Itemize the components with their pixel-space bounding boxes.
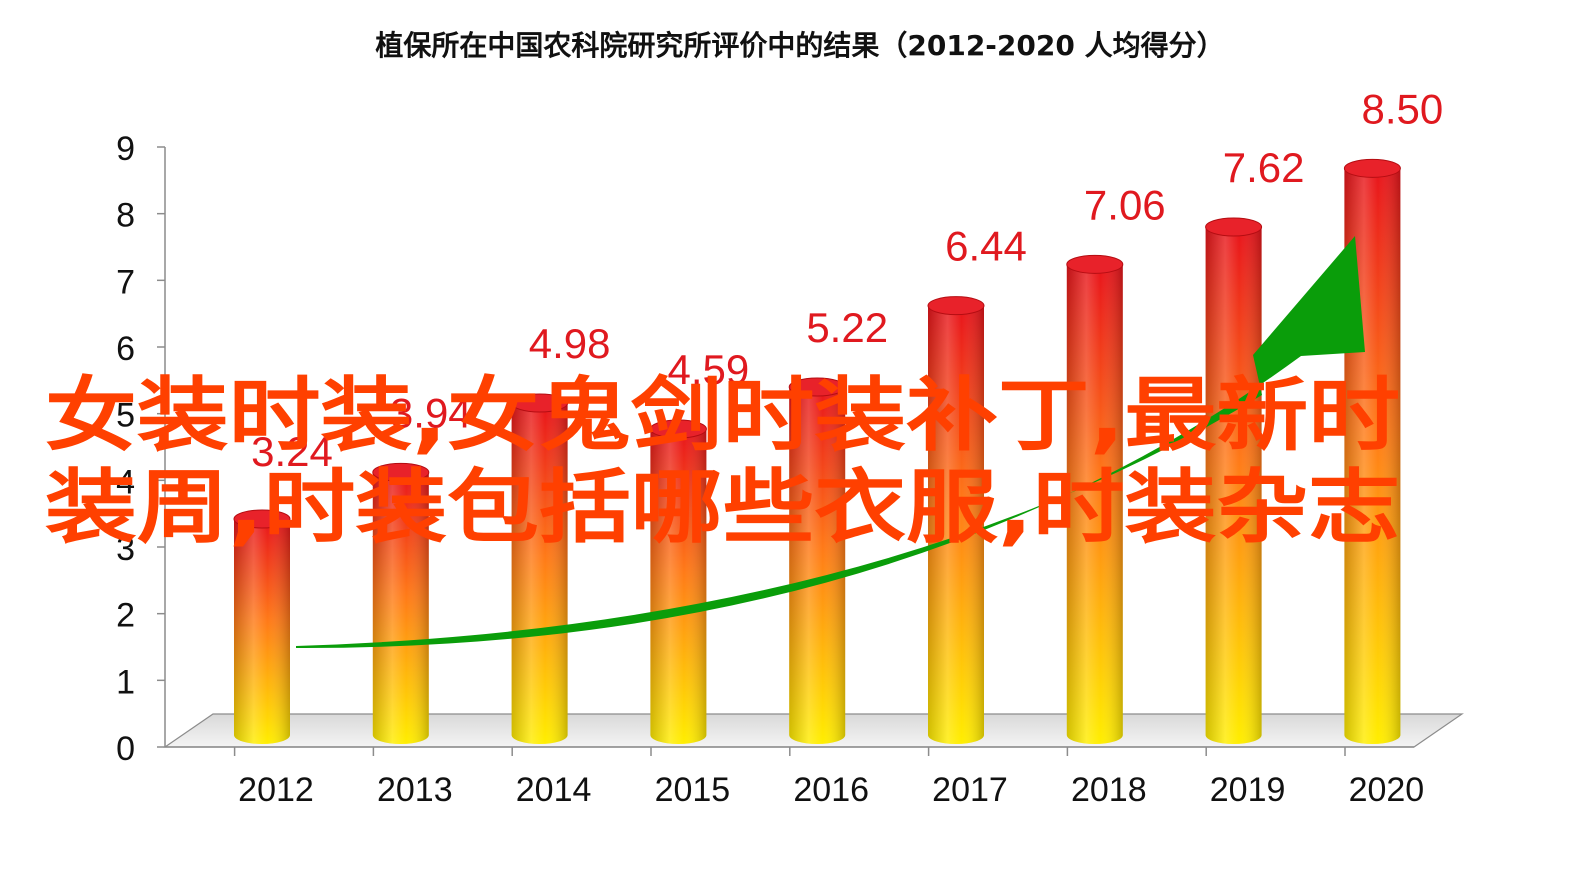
y-tick-label: 9 [116,130,135,168]
chart-title: 植保所在中国农科院研究所评价中的结果（2012-2020 人均得分） [375,29,1224,62]
y-tick-label: 7 [116,263,135,301]
x-tick-labels: 2012 2013 2014 2015 2016 2017 2018 2019 2020 [233,747,1425,809]
x-tick-label: 2012 [238,771,314,809]
bar-shading [511,403,568,744]
data-labels: 3.24 3.94 4.98 4.59 5.22 6.44 7.06 7.62 8.50 [251,85,1443,475]
bar-cap [1205,217,1263,237]
data-label-2014: 4.98 [529,320,611,367]
bar-2013 [372,462,430,744]
x-tick-label: 2014 [516,771,592,809]
y-tick-label: 0 [116,730,135,768]
x-tick-label: 2020 [1349,771,1425,809]
y-tick-label: 3 [116,530,135,568]
bar-2017 [927,296,985,744]
bar-2018 [1066,254,1124,744]
x-tick-label: 2016 [793,771,869,809]
bar-2012 [233,509,291,744]
bar-cap [511,393,569,413]
y-tick-label: 8 [116,197,135,235]
bar-shading [789,387,846,744]
y-tick-labels: 0 1 2 3 4 5 6 7 8 9 [116,130,165,768]
y-tick-label: 4 [116,463,135,501]
bar-2014 [511,393,569,744]
bar-cap [1066,254,1124,274]
data-label-2015: 4.59 [668,346,750,393]
bar-2015 [649,419,707,744]
bar-cap [927,296,985,316]
bar-cap [649,419,707,439]
y-tick-label: 5 [116,397,135,435]
data-label-2012: 3.24 [251,428,333,475]
data-label-2019: 7.62 [1223,144,1305,191]
data-label-2017: 6.44 [945,223,1027,270]
x-tick-label: 2013 [377,771,453,809]
bar-shading [1205,227,1262,744]
x-tick-label: 2019 [1210,771,1286,809]
y-tick-label: 1 [116,663,135,701]
overlay-line-1: 女装时装,女鬼剑时装补丁,最新时 [45,369,1400,462]
bar-shading [372,472,429,744]
data-label-2013: 3.94 [390,389,472,436]
data-label-2020: 8.50 [1362,85,1444,132]
bar-cap [233,509,291,529]
x-tick-label: 2017 [932,771,1008,809]
bar-cap [1343,158,1401,178]
bar-cap [788,377,846,397]
bar-2019 [1205,217,1263,744]
bar-cap [372,462,430,482]
data-label-2016: 5.22 [806,304,888,351]
bar-shading [1066,264,1123,744]
data-label-2018: 7.06 [1084,181,1166,228]
overlay-banner: 女装时装,女鬼剑时装补丁,最新时 装周,时装包括哪些衣服,时装杂志 [45,369,1400,554]
y-tick-label: 2 [116,597,135,635]
overlay-line-2: 装周,时装包括哪些衣服,时装杂志 [45,461,1400,554]
bar-shading [650,429,707,744]
bar-shading [234,519,290,744]
y-tick-label: 6 [116,330,135,368]
x-tick-label: 2018 [1071,771,1147,809]
x-tick-label: 2015 [655,771,731,809]
bars [233,158,1401,745]
bar-2016 [788,377,846,744]
bar-shading [928,305,984,744]
